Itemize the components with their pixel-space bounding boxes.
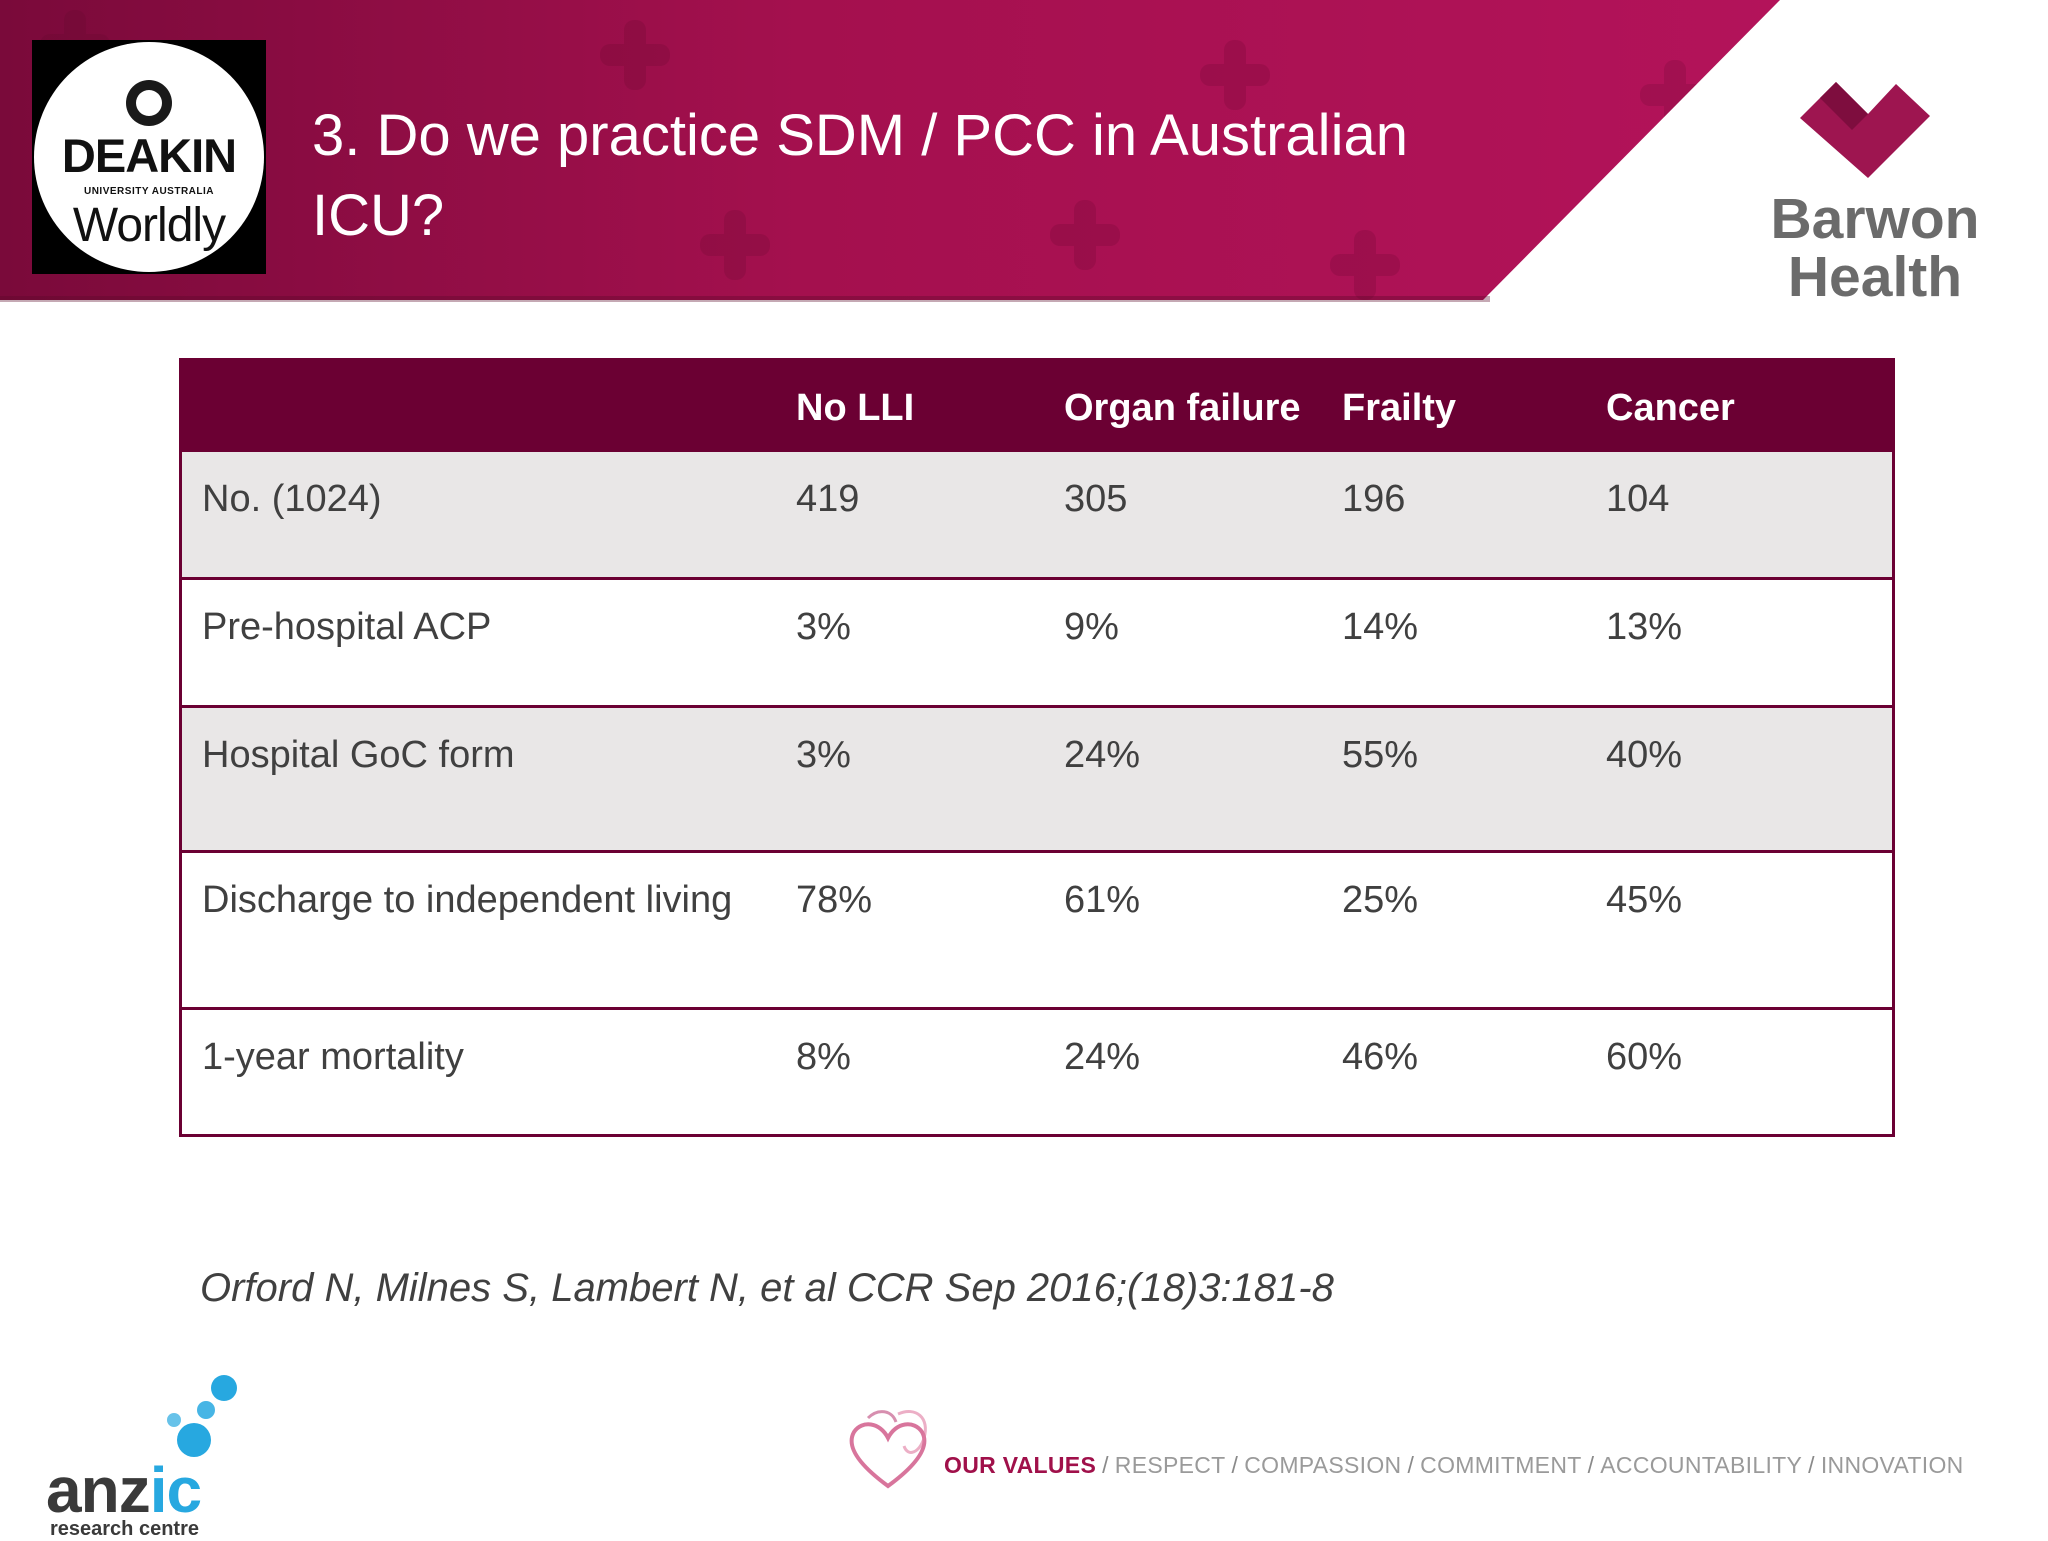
value-item: RESPECT xyxy=(1114,1452,1226,1478)
value-item: INNOVATION xyxy=(1820,1452,1964,1478)
value-item: ACCOUNTABILITY xyxy=(1600,1452,1803,1478)
banner-shadow xyxy=(0,296,1490,302)
cross-pattern-icon xyxy=(1640,60,1710,130)
row-label: Pre-hospital ACP xyxy=(180,577,776,707)
heart-swirl-icon xyxy=(849,1410,927,1489)
our-values-label: OUR VALUES xyxy=(944,1452,1097,1478)
value-item: COMPASSION xyxy=(1244,1452,1402,1478)
deakin-crest-icon xyxy=(126,80,172,126)
row-label: 1-year mortality xyxy=(180,1007,776,1136)
deakin-logo: DEAKIN UNIVERSITY AUSTRALIA Worldly xyxy=(32,40,266,274)
table-cell: 13% xyxy=(1586,577,1894,707)
column-header: No LLI xyxy=(776,359,1044,451)
table-cell: 40% xyxy=(1586,705,1894,852)
cross-pattern-icon xyxy=(1050,200,1120,270)
cross-pattern-icon xyxy=(700,210,770,280)
table-cell: 61% xyxy=(1044,850,1322,1009)
table-cell: 104 xyxy=(1586,449,1894,579)
row-label: Hospital GoC form xyxy=(180,705,776,852)
table-cell: 3% xyxy=(776,705,1044,852)
table-row: Hospital GoC form 3% 24% 55% 40% xyxy=(180,705,1894,852)
table-cell: 14% xyxy=(1322,577,1586,707)
table-cell: 24% xyxy=(1044,1007,1322,1136)
values-separator: / xyxy=(1587,1452,1595,1478)
anzic-logo-dark: anz xyxy=(46,1454,151,1526)
deakin-logo-tagline: Worldly xyxy=(72,199,226,252)
anzic-dots-icon xyxy=(167,1375,237,1457)
cross-pattern-icon xyxy=(1330,230,1400,300)
table-row: 1-year mortality 8% 24% 46% 60% xyxy=(180,1007,1894,1136)
our-values-line: OUR VALUES / RESPECT / COMPASSION / COMMITMENT… xyxy=(944,1452,1964,1479)
anzic-logo-sub: research centre xyxy=(50,1518,199,1540)
table-cell: 305 xyxy=(1044,449,1322,579)
column-header: Cancer xyxy=(1586,359,1894,451)
column-header: Organ failure xyxy=(1044,359,1322,451)
values-separator: / xyxy=(1808,1452,1815,1478)
table-cell: 8% xyxy=(776,1007,1044,1136)
citation: Orford N, Milnes S, Lambert N, et al CCR… xyxy=(200,1266,1334,1310)
cross-pattern-icon xyxy=(1200,40,1270,110)
values-separator: / xyxy=(1407,1452,1415,1478)
deakin-logo-sub: UNIVERSITY AUSTRALIA xyxy=(83,186,214,197)
table-header-row: No LLI Organ failure Frailty Cancer xyxy=(180,359,1894,451)
values-separator: / xyxy=(1231,1452,1239,1478)
table-cell: 196 xyxy=(1322,449,1586,579)
data-table: No LLI Organ failure Frailty Cancer No. … xyxy=(179,358,1895,1137)
table-row: No. (1024) 419 305 196 104 xyxy=(180,449,1894,579)
table-cell: 9% xyxy=(1044,577,1322,707)
cross-pattern-icon xyxy=(600,20,670,90)
table-cell: 55% xyxy=(1322,705,1586,852)
barwon-heart-icon xyxy=(1800,82,1930,178)
header-banner xyxy=(0,0,1780,300)
value-item: COMMITMENT xyxy=(1420,1452,1582,1478)
table-cell: 78% xyxy=(776,850,1044,1009)
values-separator: / xyxy=(1102,1452,1109,1478)
table-cell: 419 xyxy=(776,449,1044,579)
deakin-logo-circle: DEAKIN UNIVERSITY AUSTRALIA Worldly xyxy=(34,42,264,272)
table-cell: 3% xyxy=(776,577,1044,707)
slide-title: 3. Do we practice SDM / PCC in Australia… xyxy=(312,103,1408,248)
table-cell: 46% xyxy=(1322,1007,1586,1136)
table-cell: 45% xyxy=(1586,850,1894,1009)
anzic-logo-blue: ic xyxy=(149,1454,202,1526)
row-label: No. (1024) xyxy=(180,449,776,579)
table-cell: 60% xyxy=(1586,1007,1894,1136)
table-cell: 24% xyxy=(1044,705,1322,852)
table-cell: 25% xyxy=(1322,850,1586,1009)
barwon-health-logo-text: Barwon Health xyxy=(1770,187,1980,309)
column-header: Frailty xyxy=(1322,359,1586,451)
table-row: Discharge to independent living 78% 61% … xyxy=(180,850,1894,1009)
row-label: Discharge to independent living xyxy=(180,850,776,1009)
column-header xyxy=(180,359,776,451)
deakin-logo-name: DEAKIN xyxy=(61,129,237,182)
table-row: Pre-hospital ACP 3% 9% 14% 13% xyxy=(180,577,1894,707)
anzic-logo-text: anzic xyxy=(46,1454,202,1526)
